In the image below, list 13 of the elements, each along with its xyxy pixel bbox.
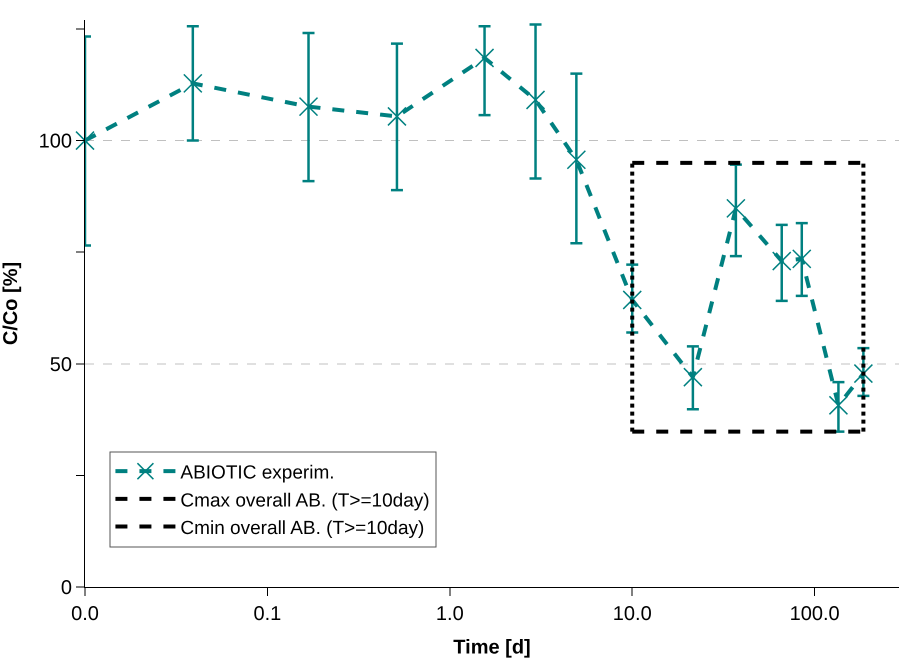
x-tick-label: 0.0 [71, 603, 99, 625]
x-tick-label: 0.1 [254, 603, 282, 625]
x-axis-title: Time [d] [453, 636, 531, 658]
legend-label: Cmax overall AB. (T>=10day) [180, 490, 430, 512]
x-tick-label: 1.0 [436, 603, 464, 625]
x-tick-label: 100.0 [790, 603, 840, 625]
legend-label: Cmin overall AB. (T>=10day) [180, 518, 424, 539]
y-tick-label: 100 [38, 130, 72, 153]
y-axis-title: C/Co [%] [0, 262, 22, 346]
y-tick-label: 50 [50, 354, 72, 376]
legend-label: ABIOTIC experim. [180, 462, 335, 484]
y-tick-label: 0 [60, 577, 72, 599]
x-tick-label: 10.0 [612, 603, 652, 625]
